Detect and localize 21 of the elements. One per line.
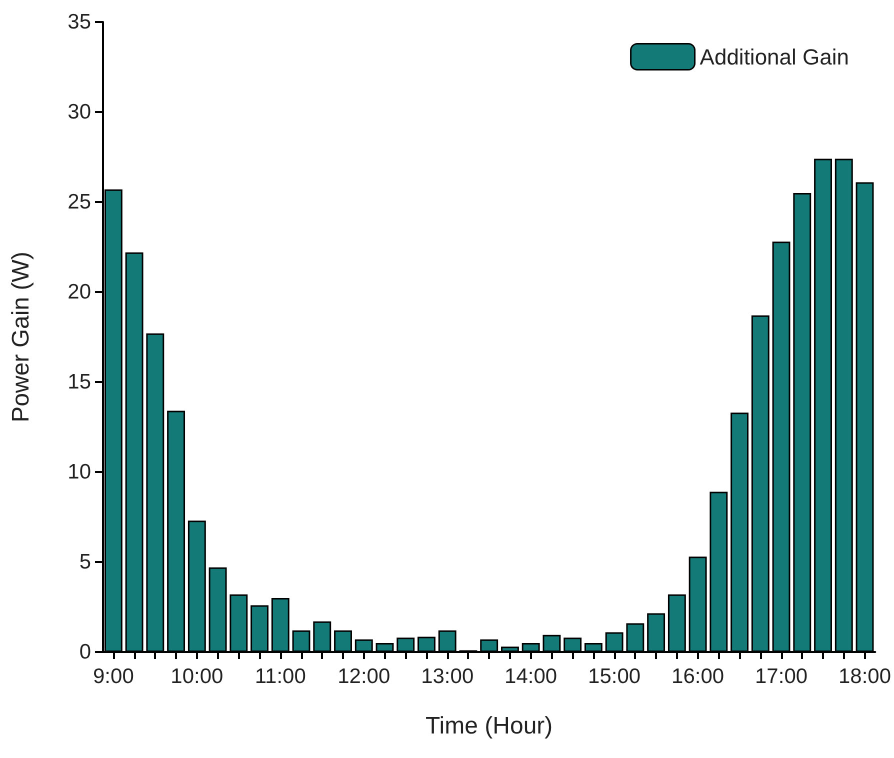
x-tick-label: 11:00 xyxy=(254,665,306,688)
y-tick-label: 5 xyxy=(79,550,91,574)
x-tick-label: 9:00 xyxy=(93,665,134,688)
y-tick-label: 35 xyxy=(68,10,91,34)
legend-label: Additional Gain xyxy=(700,44,850,70)
y-tick-label: 0 xyxy=(79,640,91,664)
y-tick-label: 20 xyxy=(68,280,91,304)
x-tick-label: 15:00 xyxy=(588,665,641,688)
x-axis-title: Time (Hour) xyxy=(426,712,553,740)
y-axis-title: Power Gain (W) xyxy=(8,252,34,422)
x-tick-label: 14:00 xyxy=(504,665,558,688)
y-tick-label: 25 xyxy=(68,190,91,214)
x-tick-label: 18:00 xyxy=(838,665,892,688)
y-tick-label: 10 xyxy=(68,460,91,484)
y-tick-label: 15 xyxy=(68,370,91,394)
x-tick-label: 16:00 xyxy=(672,665,724,688)
x-tick-label: 10:00 xyxy=(170,665,224,688)
x-tick-label: 12:00 xyxy=(338,665,390,688)
y-tick-label: 30 xyxy=(68,100,91,124)
x-tick-label: 13:00 xyxy=(421,665,474,688)
x-tick-label: 17:00 xyxy=(755,665,808,688)
